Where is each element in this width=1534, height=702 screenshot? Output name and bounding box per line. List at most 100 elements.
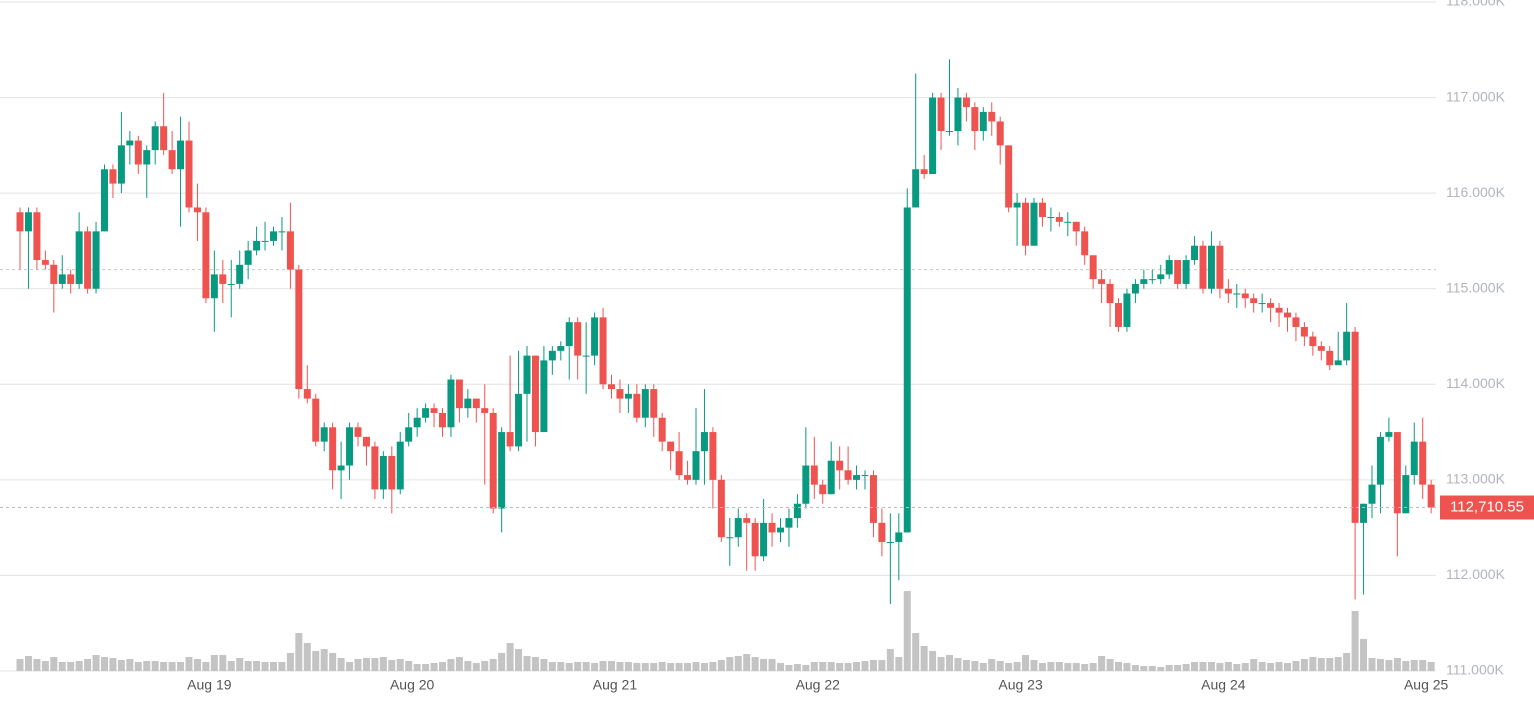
- candle-body: [1199, 245, 1207, 289]
- candle-body: [1030, 202, 1038, 246]
- candle-body: [895, 532, 903, 542]
- candle-body: [1267, 303, 1275, 308]
- volume-bar: [1089, 663, 1097, 671]
- candle-body: [1376, 436, 1384, 485]
- candle-body: [988, 111, 996, 122]
- candle-body: [1106, 283, 1114, 304]
- volume-bar: [912, 633, 920, 671]
- candle-body: [219, 274, 227, 284]
- candle-body: [937, 97, 945, 132]
- volume-bar: [633, 663, 641, 671]
- volume-bar: [236, 658, 244, 671]
- volume-bar: [84, 659, 92, 671]
- candle-body: [886, 541, 894, 543]
- candle-body: [210, 274, 218, 299]
- volume-bar: [886, 649, 894, 671]
- volume-bar: [1275, 662, 1283, 671]
- volume-bar: [1419, 660, 1427, 671]
- candle-body: [743, 518, 751, 523]
- volume-bar: [869, 660, 877, 671]
- volume-bar: [439, 662, 446, 671]
- candle-body: [996, 121, 1004, 146]
- candle-body: [337, 465, 345, 471]
- volume-bar: [177, 662, 185, 671]
- candle-body: [1098, 279, 1106, 284]
- volume-bar: [937, 657, 945, 671]
- candle-body: [1233, 293, 1241, 295]
- volume-bar: [1427, 662, 1435, 671]
- volume-bar: [548, 662, 556, 671]
- volume-bar: [1182, 664, 1190, 671]
- candle-body: [582, 355, 590, 357]
- volume-bar: [498, 653, 506, 671]
- volume-bar: [793, 664, 801, 671]
- candle-body: [658, 417, 666, 442]
- x-tick-label: Aug 23: [998, 677, 1043, 693]
- candle-body: [455, 379, 463, 409]
- volume-bar: [1284, 663, 1291, 671]
- volume-bar: [379, 657, 387, 671]
- candle-body: [616, 389, 624, 399]
- candle-body: [1140, 279, 1148, 284]
- volume-bar: [853, 662, 861, 671]
- candle-body: [1165, 260, 1173, 275]
- y-tick-label: 114.000K: [1446, 375, 1506, 391]
- volume-bar: [946, 655, 953, 671]
- candle-body: [1275, 307, 1283, 313]
- candle-body: [760, 522, 768, 557]
- volume-bar: [929, 651, 937, 671]
- candle-body: [481, 408, 489, 413]
- candle-body: [599, 317, 607, 385]
- x-tick-label: Aug 21: [593, 677, 638, 693]
- volume-bar: [726, 657, 734, 671]
- candle-body: [1182, 260, 1190, 284]
- candle-body: [1317, 346, 1325, 351]
- candle-body: [270, 231, 277, 241]
- candle-body: [1393, 432, 1401, 514]
- candle-body: [869, 475, 877, 523]
- candle-body: [1005, 145, 1013, 208]
- candle-body: [379, 455, 387, 490]
- volume-bar: [219, 655, 227, 671]
- volume-bar: [1115, 662, 1122, 671]
- candle-body: [67, 274, 75, 284]
- candle-body: [160, 126, 168, 151]
- volume-bar: [658, 662, 666, 671]
- candle-body: [236, 264, 244, 284]
- volume-bar: [777, 663, 784, 671]
- candle-body: [768, 522, 776, 533]
- volume-bar: [1030, 660, 1038, 671]
- volume-bar: [684, 663, 692, 671]
- candle-body: [692, 451, 700, 480]
- candle-body: [329, 427, 337, 471]
- volume-bar: [1038, 663, 1046, 671]
- candle-body: [1419, 441, 1427, 485]
- volume-bar: [827, 662, 835, 671]
- volume-bar: [506, 643, 514, 671]
- volume-bar: [1081, 664, 1089, 671]
- volume-bar: [1207, 662, 1215, 671]
- candle-body: [362, 436, 370, 447]
- volume-bar: [303, 643, 311, 671]
- volume-bar: [160, 662, 168, 671]
- candle-body: [1258, 303, 1266, 305]
- candle-body: [844, 470, 852, 480]
- candle-body: [320, 427, 328, 442]
- volume-bar: [1258, 662, 1266, 671]
- candle-body: [498, 432, 506, 509]
- volume-bar: [1241, 663, 1249, 671]
- volume-bar: [734, 656, 742, 671]
- candle-body: [278, 231, 286, 233]
- candle-body: [920, 169, 928, 175]
- volume-bar: [193, 659, 201, 671]
- candle-body: [1385, 432, 1393, 437]
- volume-bar: [24, 656, 32, 671]
- candle-body: [878, 522, 886, 542]
- candle-body: [16, 212, 24, 232]
- candle-body: [1131, 283, 1139, 294]
- y-tick-label: 113.000K: [1446, 471, 1506, 487]
- volume-bar: [979, 663, 987, 671]
- volume-bar: [109, 658, 117, 671]
- volume-bar: [413, 664, 421, 671]
- candle-body: [734, 518, 742, 538]
